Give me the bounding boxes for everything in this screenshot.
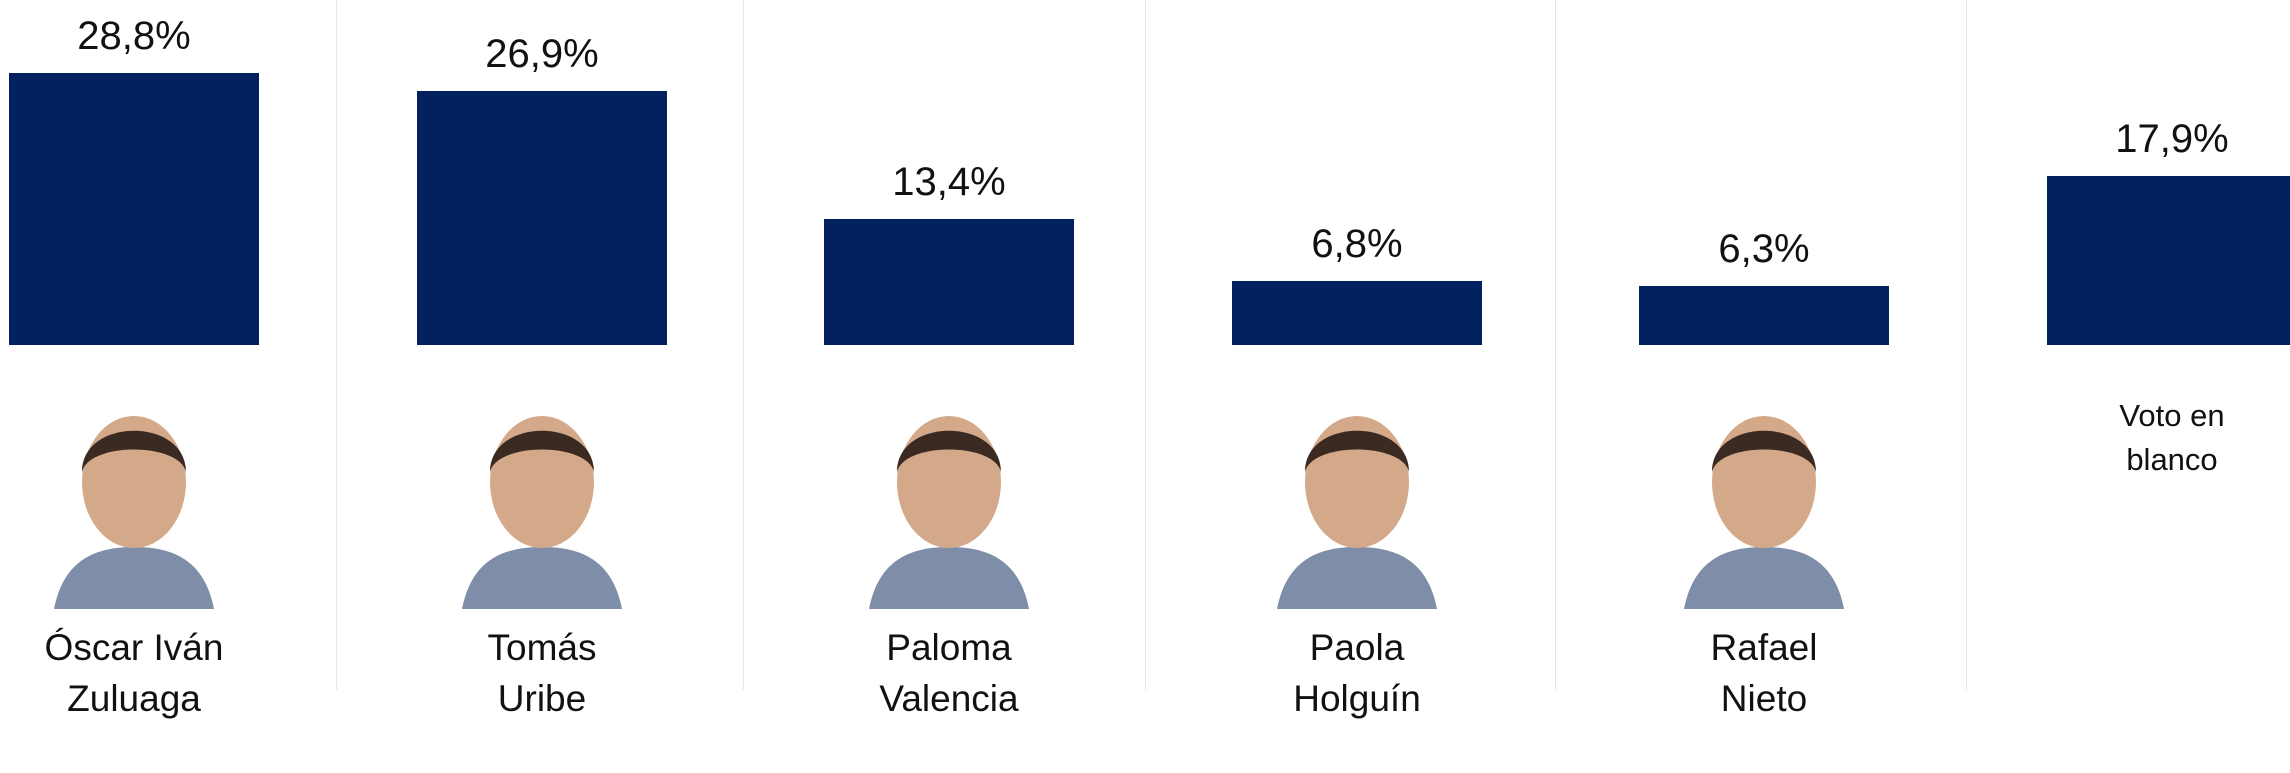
bar bbox=[1232, 280, 1482, 345]
candidate-photo bbox=[452, 387, 632, 609]
category-label: Paola Holguín bbox=[1293, 627, 1421, 719]
candidate-photo bbox=[1674, 387, 1854, 609]
column-separator bbox=[1966, 0, 1967, 690]
candidate-photo bbox=[1267, 387, 1447, 609]
bar bbox=[417, 91, 667, 345]
value-label: 6,3% bbox=[1718, 226, 1810, 271]
column-separator bbox=[743, 0, 744, 690]
column-separator bbox=[336, 0, 337, 690]
value-label: 13,4% bbox=[892, 159, 1006, 204]
column-separator bbox=[1555, 0, 1556, 690]
value-label: 6,8% bbox=[1311, 221, 1403, 266]
category-label: Paloma Valencia bbox=[879, 627, 1019, 719]
bar bbox=[9, 73, 259, 345]
category-label: Óscar Iván Zuluaga bbox=[44, 627, 224, 719]
bar bbox=[824, 218, 1074, 345]
candidate-photo bbox=[44, 387, 224, 609]
value-label: 28,8% bbox=[77, 14, 191, 59]
value-label: 26,9% bbox=[485, 32, 599, 77]
category-label: Tomás Uribe bbox=[487, 627, 597, 719]
bar bbox=[2047, 176, 2290, 345]
value-label: 17,9% bbox=[2115, 117, 2229, 162]
column-separator bbox=[1145, 0, 1146, 690]
candidate-photo bbox=[859, 387, 1039, 609]
bar bbox=[1639, 285, 1889, 345]
category-label: Voto en blanco bbox=[2119, 398, 2225, 477]
category-label: Rafael Nieto bbox=[1710, 627, 1818, 719]
